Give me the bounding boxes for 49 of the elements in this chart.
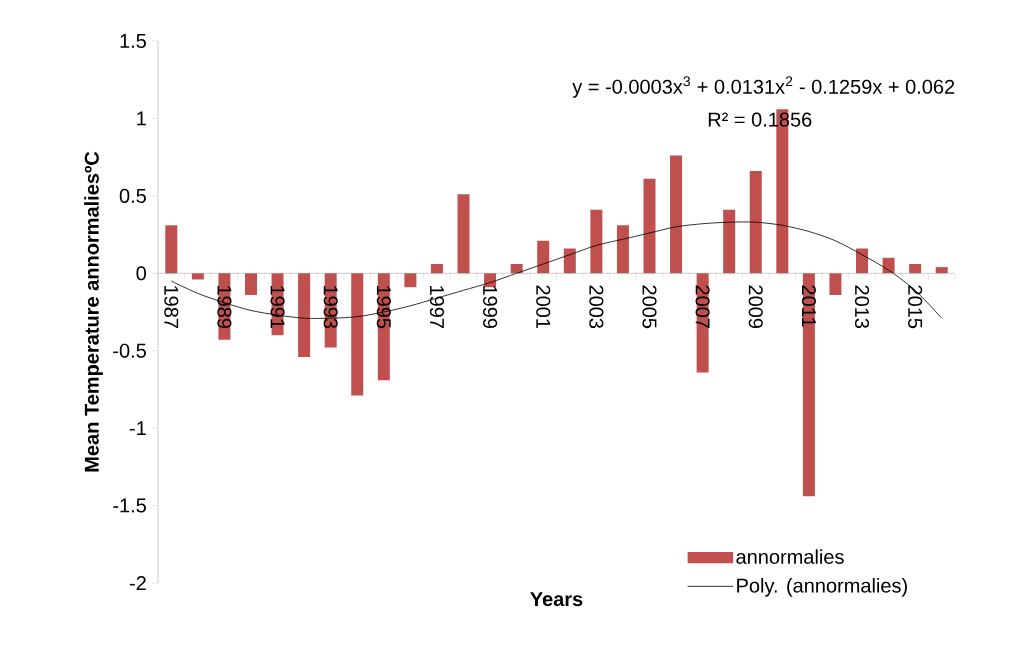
x-tick-label: 2003 (589, 285, 604, 329)
y-tick-label: 0 (136, 266, 147, 281)
x-tick-label: 1997 (429, 286, 445, 328)
y-tick-label: -1 (129, 421, 146, 436)
x-tick-label: 1995 (376, 286, 391, 329)
y-tick-label: -1.5 (113, 498, 146, 513)
bar (244, 273, 257, 295)
legend-label: annormalies (736, 549, 844, 564)
x-tick-label: 2007 (695, 285, 710, 328)
x-tick-label: 1987 (164, 286, 179, 328)
x-tick-label: 2015 (908, 285, 923, 329)
bar (643, 178, 656, 274)
bar (829, 273, 842, 295)
bar (430, 263, 443, 274)
y-tick-label: -0.5 (113, 343, 146, 358)
bar (510, 263, 523, 274)
x-tick-label: 1989 (217, 286, 232, 329)
bar (723, 209, 736, 274)
bar (351, 273, 364, 396)
bar (802, 273, 815, 497)
y-tick-label: -2 (129, 576, 146, 590)
x-tick-label: 1999 (483, 286, 498, 329)
bar (457, 194, 470, 274)
y-tick-label: 1 (137, 111, 146, 126)
bar (165, 225, 178, 274)
legend-label: Poly. (annormalies) (737, 578, 907, 597)
x-tick-label: 2001 (536, 285, 551, 328)
bar (404, 273, 417, 288)
x-tick-label: 1991 (270, 286, 285, 328)
bar (298, 273, 311, 357)
bar (616, 225, 629, 274)
bar (935, 267, 948, 274)
x-tick-label: 2013 (854, 285, 870, 329)
bar (856, 248, 869, 274)
bar (909, 263, 922, 274)
bar (749, 171, 762, 274)
x-tick-label: 1993 (323, 286, 338, 329)
x-tick-label: 2005 (642, 285, 657, 329)
x-tick-label: 2009 (748, 285, 763, 329)
bar (590, 209, 603, 274)
x-axis-title: Years (530, 592, 583, 607)
y-tick-label: 0.5 (119, 188, 146, 203)
bar (537, 240, 550, 274)
y-tick-label: 1.5 (120, 34, 146, 48)
annotation: y = -0.0003x$^{3}$ + 0.0131x$^{2}$ - 0.1259x + 0.062 (572, 76, 955, 98)
x-tick-label: 2011 (801, 285, 816, 327)
bar (563, 248, 576, 274)
bar (670, 155, 683, 274)
y-axis-title: Mean Temperature annormaliesºC (84, 151, 103, 472)
